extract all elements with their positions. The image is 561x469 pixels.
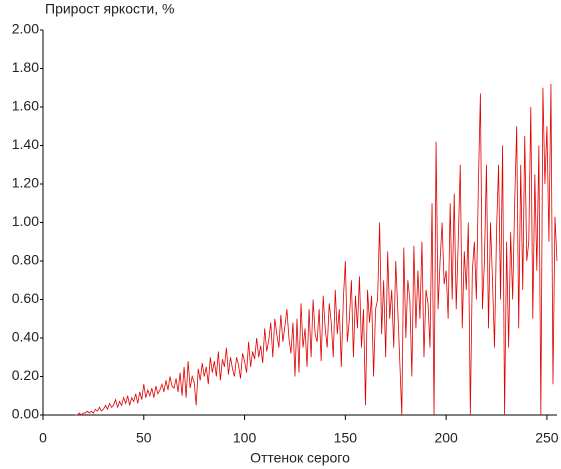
y-tick-label: 1.60 xyxy=(12,98,39,114)
y-tick-label: 1.20 xyxy=(12,175,39,191)
x-tick-label: 50 xyxy=(136,430,152,446)
y-tick-label: 0.40 xyxy=(12,329,39,345)
y-tick-label: 0.80 xyxy=(12,252,39,268)
y-tick-label: 0.20 xyxy=(12,367,39,383)
data-line xyxy=(75,83,558,416)
chart-title: Прирост яркости, % xyxy=(45,1,174,17)
y-tick-label: 2.00 xyxy=(12,21,39,37)
x-tick-label: 100 xyxy=(233,430,257,446)
x-tick-label: 250 xyxy=(535,430,559,446)
y-tick-label: 1.80 xyxy=(12,59,39,75)
x-tick-label: 0 xyxy=(39,430,47,446)
y-tick-label: 0.60 xyxy=(12,290,39,306)
x-axis-label: Оттенок серого xyxy=(250,450,350,466)
y-tick-label: 1.00 xyxy=(12,213,39,229)
y-tick-label: 0.00 xyxy=(12,406,39,422)
x-tick-label: 200 xyxy=(434,430,458,446)
y-tick-label: 1.40 xyxy=(12,136,39,152)
x-tick-label: 150 xyxy=(334,430,358,446)
